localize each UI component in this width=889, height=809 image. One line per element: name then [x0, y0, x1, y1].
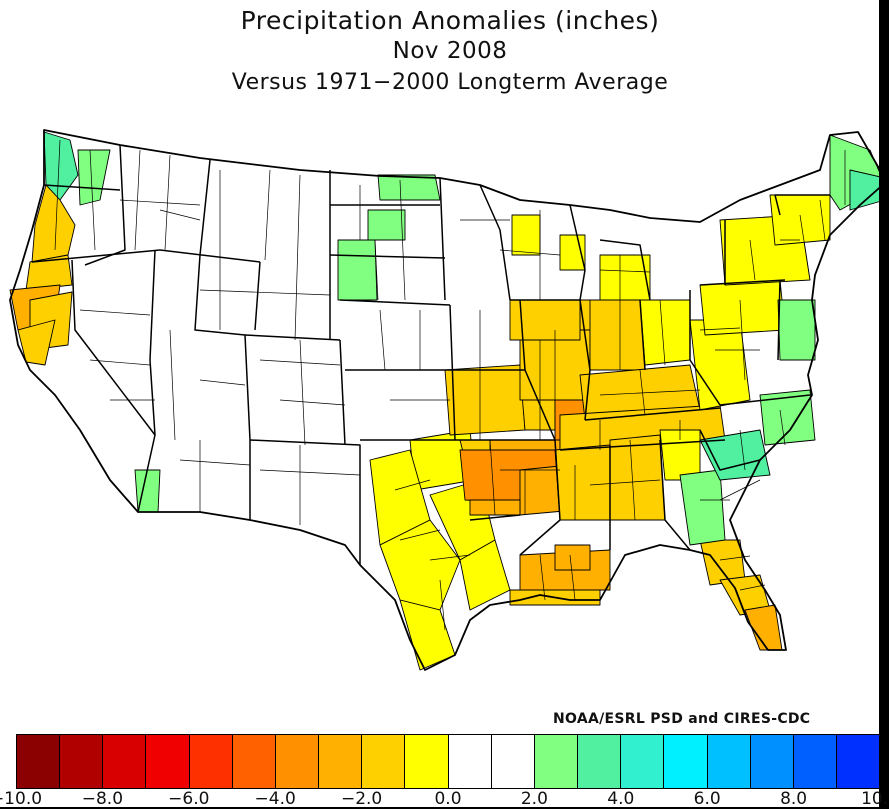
- colorbar-swatch: [750, 735, 794, 788]
- colorbar-swatch: [232, 735, 276, 788]
- colorbar-swatch: [491, 735, 535, 788]
- region-nc-coast: [759, 389, 816, 446]
- region-ms-coast: [554, 544, 591, 571]
- region-sc: [699, 429, 771, 481]
- colorbar-swatch: [189, 735, 233, 788]
- colorbar-swatch: [707, 735, 751, 788]
- region-wa-cascade: [77, 149, 111, 206]
- colorbar-swatch: [621, 735, 665, 788]
- region-nd-north: [377, 174, 441, 201]
- colorbar-swatch: [60, 735, 104, 788]
- colorbar-swatch: [275, 735, 320, 788]
- map-baseline: Versus 1971−2000 Longterm Average: [231, 70, 669, 95]
- region-or-sw: [25, 254, 73, 291]
- region-oh: [639, 299, 691, 366]
- colorbar-swatch: [448, 735, 492, 788]
- us-climate-division-map: [9, 129, 879, 671]
- region-sd-central: [367, 209, 406, 241]
- colorbar-swatch: [319, 735, 363, 788]
- colorbar-tick-label: 4.0: [607, 789, 635, 809]
- colorbar-tick-label: −4.0: [254, 789, 296, 809]
- region-pa: [699, 279, 786, 336]
- colorbar-swatch: [578, 735, 622, 788]
- region-ca-valley: [17, 319, 56, 366]
- region-in: [589, 299, 646, 371]
- division-boundaries: [54, 139, 846, 631]
- region-al: [609, 434, 666, 521]
- colorbar-swatch: [405, 735, 449, 788]
- colorbar: [16, 734, 880, 789]
- region-ms: [554, 444, 611, 521]
- region-tx-central: [379, 519, 461, 611]
- region-md-de: [777, 299, 816, 361]
- region-wa-coast: [43, 131, 79, 201]
- state-boundaries: [31, 144, 830, 565]
- colorbar-swatch: [836, 735, 880, 788]
- colorbar-swatch: [534, 735, 579, 788]
- region-ks-east: [444, 364, 526, 436]
- colorbar-swatch: [793, 735, 837, 788]
- region-or-coast: [31, 184, 76, 263]
- colorbar-swatch: [664, 735, 708, 788]
- data-source-credit: NOAA/ESRL PSD and CIRES-CDC: [553, 711, 811, 727]
- map-period: Nov 2008: [392, 38, 508, 64]
- colorbar-tick-label: −6.0: [168, 789, 210, 809]
- colorbar-swatch: [146, 735, 190, 788]
- colorbar-swatch: [362, 735, 406, 788]
- map-title: Precipitation Anomalies (inches): [240, 6, 660, 35]
- colorbar-tick-label: 6.0: [693, 789, 721, 809]
- region-mn-east: [511, 214, 541, 256]
- region-ga-se: [679, 469, 726, 546]
- colorbar-tick-label: 10.0: [861, 789, 889, 809]
- colorbar-swatch: [17, 735, 61, 788]
- region-new-england: [769, 194, 831, 246]
- colorbar-tick-label: 0.0: [434, 789, 462, 809]
- region-ne-west: [337, 239, 378, 301]
- colorbar-tick-label: 2.0: [520, 789, 548, 809]
- colorbar-tick-label: −10.0: [0, 789, 43, 809]
- colorbar-tick-label: −2.0: [340, 789, 383, 809]
- us-outline: [9, 129, 879, 671]
- colorbar-swatch: [103, 735, 147, 788]
- region-maine-coast: [849, 169, 879, 211]
- anomaly-regions: [9, 131, 879, 671]
- colorbar-tick-label: 8.0: [780, 789, 808, 809]
- colorbar-tick-label: −8.0: [81, 789, 124, 809]
